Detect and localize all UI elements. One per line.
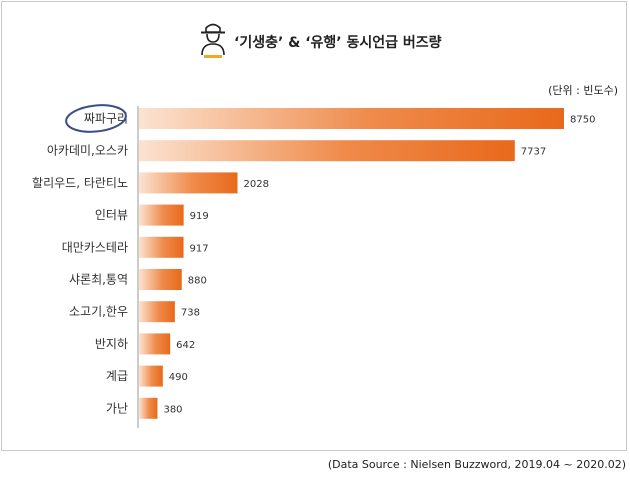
value-label: 917 [190,243,209,254]
value-label: 880 [188,276,207,287]
bar-4 [139,236,184,258]
category-label: 샤론최,통역 [69,273,128,287]
person-with-hat-icon [196,22,230,62]
source-note: (Data Source : Nielsen Buzzword, 2019.04… [327,458,626,471]
bar-8 [139,365,163,387]
category-label: 인터뷰 [95,208,128,222]
value-label: 490 [169,372,188,383]
highlight-circle [65,104,127,133]
category-label: 반지하 [95,337,128,351]
bar-5 [139,269,182,290]
value-label: 7737 [521,147,546,158]
value-label: 2028 [244,179,269,190]
value-label: 919 [190,211,209,222]
bar-1 [139,140,515,162]
category-label: 짜파구리 [84,112,128,126]
category-label: 할리우드, 타란티노 [32,176,128,190]
category-label: 아카데미,오스카 [47,144,128,158]
chart-frame: ‘기생충’ & ‘유행’ 동시언급 버즈량 (단위 : 빈도수) 짜파구리 875… [1,1,627,451]
value-label: 642 [176,340,195,351]
category-label: 소고기,한우 [69,305,128,319]
value-label: 380 [163,404,182,415]
category-label: 계급 [106,369,128,383]
bar-chart: 짜파구리 8750 아카데미,오스카 7737 할리우드, 타란티노 2028 인터뷰 919… [32,104,595,428]
category-label: 가난 [106,401,128,415]
bar-0 [139,108,564,129]
unit-note: (단위 : 빈도수) [548,84,618,97]
bar-7 [139,333,171,355]
chart-title: ‘기생충’ & ‘유행’ 동시언급 버즈량 [234,35,442,51]
bar-9 [139,397,158,419]
bar-3 [139,204,184,226]
bar-6 [139,301,175,323]
category-label: 대만카스테라 [62,240,128,254]
bar-2 [139,172,238,194]
title-row: ‘기생충’ & ‘유행’ 동시언급 버즈량 [2,20,628,60]
value-label: 8750 [570,115,595,126]
value-label: 738 [181,308,200,319]
